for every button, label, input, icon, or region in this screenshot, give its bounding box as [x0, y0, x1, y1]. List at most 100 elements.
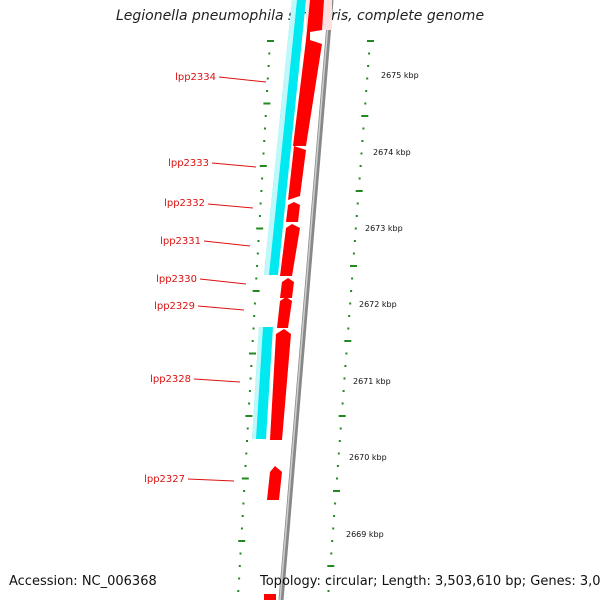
inner-ruler-dot: [248, 402, 251, 405]
outer-ruler-dot: [344, 340, 352, 342]
inner-ruler-dot: [259, 165, 267, 167]
gene-arrow-lpp2331[interactable]: [280, 224, 300, 276]
leader-lpp2331: [203, 240, 251, 247]
leader-lpp2332: [207, 203, 254, 209]
inner-ruler-dot: [245, 415, 253, 417]
gene-arrow-lpp2333[interactable]: [288, 146, 306, 200]
inner-ruler-dot: [258, 215, 261, 217]
outer-ruler-dot: [360, 152, 363, 155]
cyan-feature-top-light: [264, 0, 297, 275]
outer-ruler-dot: [331, 540, 334, 542]
cyan-feature-mid-light: [252, 327, 263, 439]
gene-label-lpp2331[interactable]: lpp2331: [160, 236, 201, 247]
outer-ruler-dot: [327, 590, 330, 592]
inner-ruler-dot: [268, 52, 271, 55]
ruler-label-2674: 2674 kbp: [373, 148, 411, 157]
outer-ruler-dot: [327, 565, 335, 567]
gene-labels: lpp2334 lpp2333 lpp2332 lpp2331 lpp2330 …: [144, 72, 267, 485]
outer-ruler-dot: [356, 202, 359, 205]
inner-ruler-dot: [248, 390, 251, 392]
inner-ruler-dot: [252, 327, 255, 330]
inner-ruler-dot: [243, 490, 246, 492]
outer-ruler-dot: [345, 352, 348, 355]
gene-arrow-lpp2330[interactable]: [280, 278, 294, 298]
outer-ruler-dot: [368, 52, 371, 55]
inner-ruler-dot: [252, 290, 260, 292]
inner-ruler-dot: [242, 502, 245, 505]
gene-label-lpp2328[interactable]: lpp2328: [150, 374, 191, 385]
inner-ruler-dot: [240, 527, 243, 530]
outer-ruler-dot: [350, 290, 353, 292]
outer-ruler-dot: [337, 452, 340, 455]
inner-ruler-dot: [255, 277, 258, 280]
gene-label-lpp2330[interactable]: lpp2330: [156, 274, 197, 285]
inner-ruler-dot: [251, 340, 254, 342]
gene-label-lpp2333[interactable]: lpp2333: [168, 158, 209, 169]
gene-label-lpp2329[interactable]: lpp2329: [154, 301, 195, 312]
ruler-labels: 2675 kbp 2674 kbp 2673 kbp 2672 kbp 2671…: [346, 71, 419, 539]
inner-ruler-dot: [263, 140, 266, 142]
outer-ruler-dot: [334, 502, 337, 505]
outer-ruler-dot: [365, 90, 368, 92]
gene-arrow-lpp2329[interactable]: [277, 297, 292, 328]
inner-ruler-dot: [264, 115, 267, 117]
outer-ruler-dot: [367, 65, 370, 67]
inner-ruler-dot: [238, 540, 246, 542]
gene-arrow-lpp2334[interactable]: [293, 0, 324, 146]
inner-ruler-dot: [253, 302, 256, 305]
gene-arrow-lpp2328[interactable]: [270, 329, 291, 440]
inner-ruler-dot: [238, 577, 241, 580]
inner-ruler-dot: [259, 202, 262, 205]
gene-arrow-lpp2332[interactable]: [286, 202, 300, 222]
inner-ruler-dot: [256, 252, 259, 255]
inner-ruler-dot: [262, 152, 265, 155]
inner-ruler-dot: [266, 90, 269, 92]
inner-ruler-dot: [250, 365, 253, 367]
outer-ruler-dot: [333, 490, 340, 492]
gene-label-lpp2334[interactable]: lpp2334: [175, 72, 216, 83]
inner-ruler-dot: [267, 40, 274, 42]
outer-ruler-dot: [352, 252, 355, 255]
outer-ruler-dot: [338, 440, 341, 442]
gene-label-lpp2332[interactable]: lpp2332: [164, 198, 205, 209]
ruler-label-2671: 2671 kbp: [353, 377, 391, 386]
leader-lpp2334: [218, 76, 267, 83]
outer-ruler-dot: [333, 515, 336, 517]
outer-ruler-dot: [347, 327, 350, 330]
outer-ruler-dot: [332, 527, 335, 530]
genome-backbone: [278, 0, 334, 600]
outer-ruler-dot: [336, 477, 338, 480]
inner-ruler-dot: [267, 65, 270, 67]
leader-lpp2328: [193, 378, 241, 383]
inner-ruler-dot: [253, 315, 256, 317]
gene-arrow-bottom[interactable]: [264, 594, 276, 600]
outer-ruler-dot: [330, 552, 333, 555]
inner-dotted-track: [237, 40, 274, 592]
inner-ruler-dot: [246, 427, 249, 430]
genome-backbone-highlight: [279, 0, 331, 600]
inner-ruler-dot: [257, 240, 260, 242]
outer-ruler-dot: [341, 402, 344, 405]
outer-ruler-dot: [355, 215, 358, 217]
outer-ruler-dot: [351, 277, 354, 280]
inner-ruler-dot: [241, 515, 244, 517]
ruler-label-2670: 2670 kbp: [349, 453, 387, 462]
leader-lpp2330: [199, 278, 247, 285]
inner-ruler-dot: [249, 377, 252, 380]
gene-label-lpp2327[interactable]: lpp2327: [144, 474, 185, 485]
inner-ruler-dot: [263, 102, 271, 105]
outer-ruler-dot: [353, 240, 356, 242]
outer-ruler-dot: [342, 390, 345, 392]
leader-lpp2329: [197, 305, 245, 311]
inner-ruler-dot: [256, 227, 264, 230]
inner-ruler-dot: [246, 440, 248, 442]
outer-ruler-dot: [328, 577, 331, 580]
ruler-label-2675: 2675 kbp: [381, 71, 419, 80]
outer-ruler-dot: [338, 415, 346, 417]
outer-dotted-track: [327, 40, 374, 592]
inner-ruler-dot: [239, 552, 242, 555]
outer-ruler-dot: [361, 115, 369, 117]
gene-arrow-lpp2327[interactable]: [267, 466, 282, 500]
outer-ruler-dot: [343, 377, 346, 380]
